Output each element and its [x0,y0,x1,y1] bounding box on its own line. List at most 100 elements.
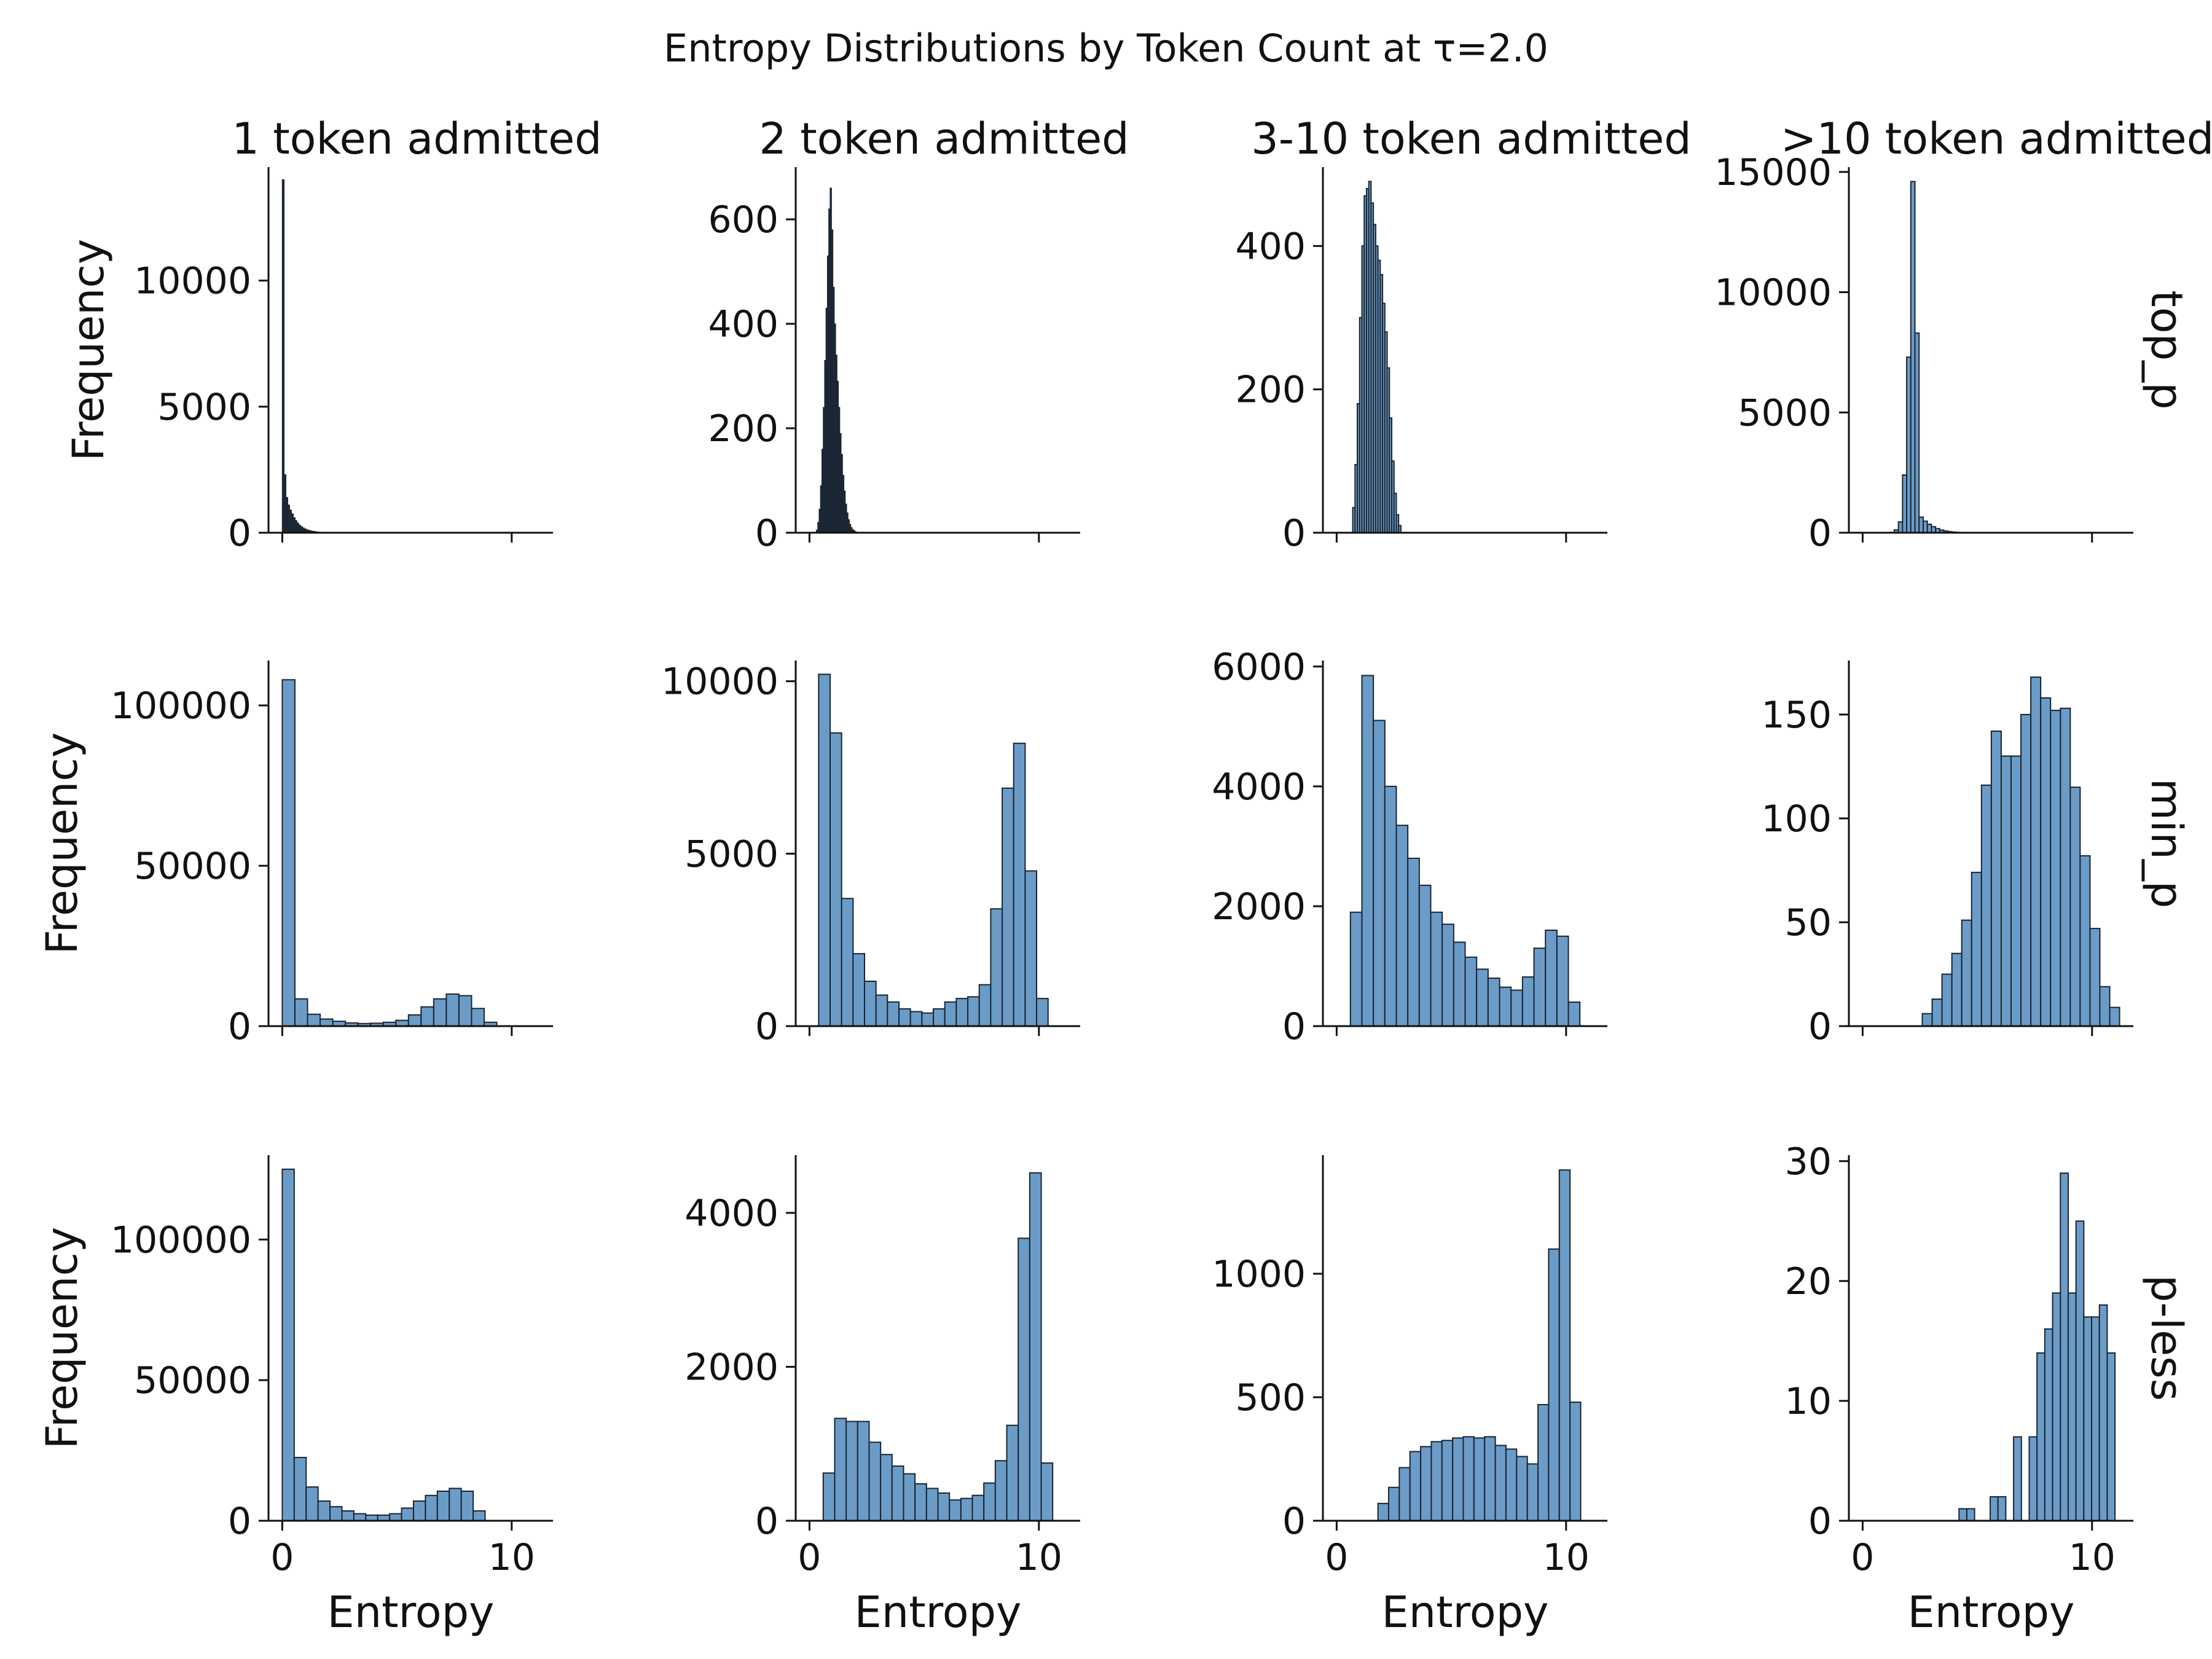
y-tick-label: 100000 [111,684,251,728]
histogram-bar [2013,1436,2022,1521]
histogram-bar [1452,1437,1464,1522]
histogram-bar [1407,857,1420,1027]
panel-top_p-4: 0 5000 10000 15000>10 token admitted top_p [1714,114,2212,555]
y-axis-label: Frequency [37,1227,87,1449]
histogram-bar [1533,947,1547,1027]
histogram-bar [329,1506,343,1522]
histogram-bar [320,1018,334,1027]
histogram-bar [834,1418,847,1521]
y-tick-label: 10 [1785,1380,1832,1423]
histogram-bar [990,908,1003,1027]
y-tick-label: 0 [1808,1005,1832,1048]
histogram-bar [1558,1169,1571,1521]
histogram-bar [1018,1237,1030,1522]
histogram-bar [857,1421,870,1521]
y-tick-label: 0 [228,1005,251,1048]
histogram-bar [1951,952,1963,1027]
y-tick-label: 30 [1785,1140,1832,1183]
x-tick-label: 10 [2069,1536,2116,1579]
histogram-bar [281,679,296,1027]
histogram-bar [978,984,992,1027]
y-tick-label: 20 [1785,1260,1832,1303]
y-tick-label: 0 [1282,1500,1306,1543]
y-tick-label: 10000 [134,260,251,303]
y-tick-label: 6000 [1212,646,1306,689]
histogram-bar [1990,730,2002,1027]
histogram-bars [1921,677,2120,1027]
y-tick-label: 15000 [1714,151,1832,194]
panel-top_p-1: 0 5000 10000 1 token admitted Frequency [63,114,602,555]
row-label: min_p [2141,779,2192,908]
y-axis-label: Frequency [37,732,87,955]
histogram-bar [1398,525,1402,534]
histogram-bar [944,1001,957,1027]
histogram-bar [2067,1292,2077,1522]
histogram-bar [925,1488,939,1521]
histogram-bar [1029,1172,1042,1522]
histogram-bar [449,1488,462,1522]
y-tick-label: 0 [228,1500,251,1543]
y-tick-label: 400 [708,303,779,346]
histogram-bar [1499,986,1512,1027]
histogram-bar [887,1001,900,1027]
histogram-bar [2010,755,2022,1027]
panel-top_p-3: 0 200 400 3-10 token admitted [1235,114,1691,555]
histogram-bar [2109,1006,2120,1027]
histogram-bar [2000,755,2012,1027]
histogram-bar [1441,924,1454,1027]
histogram-bar [1494,1445,1507,1521]
panel-p-less-2: 0 2000 4000 0 10 Entropy [684,1155,1080,1637]
histogram-bar [2040,697,2052,1027]
histogram-bar [2060,1172,2069,1521]
histogram-bar [1420,1446,1432,1521]
histogram-bar [1036,998,1049,1027]
histogram-bar [2083,1316,2093,1522]
histogram-bar [898,1008,911,1027]
histogram-bar [841,898,854,1027]
histogram-bar [353,1513,367,1522]
histogram-bar [305,1486,319,1522]
histogram-bar [864,981,877,1027]
histogram-bar [1040,1462,1054,1522]
histogram-bar [1958,1508,1967,1521]
histogram-bar [1510,989,1523,1027]
histogram-bar [1921,1013,1933,1027]
histogram-bar [473,1510,486,1521]
histogram-bar [1922,520,1928,534]
histogram-bar [868,1441,882,1521]
histogram-bar [1373,720,1386,1027]
histogram-bar [830,732,842,1027]
histogram-bars [281,179,347,533]
histogram-bar [412,1500,426,1521]
histogram-bar [1430,911,1443,1027]
histogram-bar [903,1473,916,1522]
panel-min_p-3: 0 2000 4000 6000 [1212,646,1607,1048]
histogram-bar [909,1011,923,1027]
x-tick-label: 0 [1851,1536,1874,1579]
panel-min_p-1: 0 50000 100000 Frequency [37,661,553,1048]
y-tick-label: 2000 [684,1346,779,1389]
histogram-bar [1395,825,1409,1027]
histogram-bar [914,1483,927,1522]
histogram-bar [1476,968,1489,1027]
histogram-bars [1889,181,1974,534]
histogram-bar [1441,1440,1454,1522]
histogram-bar [389,1513,402,1522]
histogram-bar [401,1507,414,1521]
histogram-bar [1980,784,1992,1027]
histogram-bar [2060,707,2071,1027]
histogram-bar [1926,524,1932,533]
histogram-bar [1002,787,1014,1027]
histogram-bar [1990,1496,1999,1521]
histogram-bar [2044,1328,2053,1522]
histogram-bar [1966,1508,1975,1521]
histogram-bar [1484,1436,1496,1522]
y-tick-label: 4000 [1212,766,1306,809]
histogram-bar [1384,785,1397,1027]
histogram-bar [2069,786,2081,1027]
y-tick-label: 0 [228,512,251,555]
histogram-bars [1349,675,1581,1027]
histogram-bar [1516,1456,1528,1521]
histogram-bar [2075,1220,2085,1522]
